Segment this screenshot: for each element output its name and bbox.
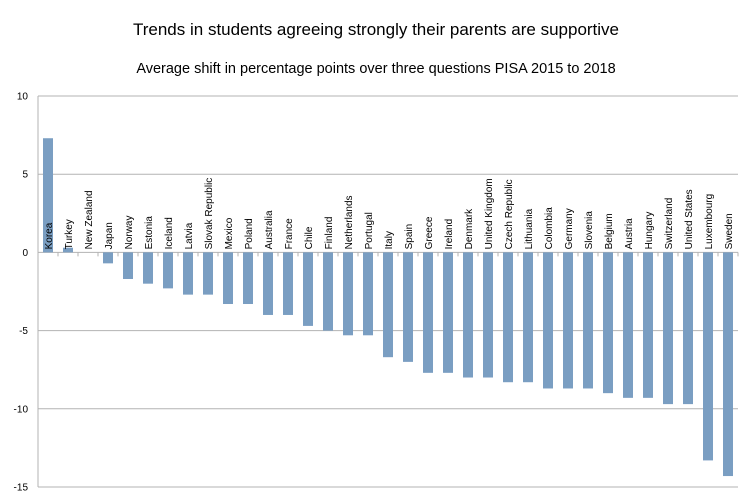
bar: [63, 247, 73, 253]
bar: [723, 252, 733, 477]
category-label: Norway: [124, 215, 135, 249]
bar: [223, 252, 233, 305]
category-label: Finland: [324, 217, 335, 250]
category-label: United Kingdom: [484, 178, 495, 249]
bar: [643, 252, 653, 398]
category-label: New Zealand: [84, 190, 95, 249]
bar: [323, 252, 333, 331]
category-label: Italy: [384, 231, 395, 249]
category-label: Chile: [304, 226, 315, 249]
category-label: Ireland: [444, 219, 455, 250]
bar: [303, 252, 313, 326]
bar: [583, 252, 593, 389]
bar: [683, 252, 693, 405]
bar: [143, 252, 153, 284]
bar: [43, 138, 53, 253]
category-label: Poland: [244, 218, 255, 249]
category-label: Latvia: [184, 222, 195, 249]
bar: [103, 252, 113, 264]
bar: [163, 252, 173, 289]
category-label: Mexico: [224, 217, 235, 249]
category-label: Belgium: [604, 213, 615, 249]
bar: [603, 252, 613, 394]
category-label: Greece: [424, 216, 435, 249]
category-label: Czech Republic: [504, 179, 515, 249]
y-tick-label: 10: [17, 92, 29, 103]
bar: [503, 252, 513, 383]
bar: [443, 252, 453, 373]
chart-subtitle: Average shift in percentage points over …: [136, 61, 616, 77]
bar: [183, 252, 193, 295]
bar: [463, 252, 473, 378]
category-label: Denmark: [464, 208, 475, 250]
bar: [523, 252, 533, 383]
bar: [623, 252, 633, 398]
category-label: Japan: [104, 222, 115, 249]
bar: [563, 252, 573, 389]
category-label: Hungary: [644, 212, 655, 250]
category-label: Portugal: [364, 212, 375, 249]
y-tick-label: 0: [22, 248, 28, 259]
category-label: Australia: [264, 210, 275, 249]
bar: [263, 252, 273, 315]
bar: [283, 252, 293, 315]
bar: [383, 252, 393, 358]
category-label: Estonia: [144, 216, 155, 250]
bar: [403, 252, 413, 362]
bar: [243, 252, 253, 305]
category-label: Austria: [624, 218, 635, 250]
category-label: Netherlands: [344, 195, 355, 249]
bar: [123, 252, 133, 279]
category-label: Slovenia: [584, 211, 595, 250]
bar: [663, 252, 673, 405]
y-tick-label: -15: [14, 483, 29, 494]
category-label: Turkey: [64, 219, 75, 249]
category-label: France: [284, 218, 295, 250]
y-tick-label: 5: [22, 170, 28, 181]
bar: [423, 252, 433, 373]
category-label: Luxembourg: [704, 194, 715, 250]
bar: [203, 252, 213, 295]
bar: [703, 252, 713, 461]
category-label: Iceland: [164, 217, 175, 249]
category-label: Slovak Republic: [204, 178, 215, 250]
y-tick-label: -5: [19, 326, 28, 337]
category-label: Sweden: [724, 213, 735, 249]
category-label: Lithuania: [524, 208, 535, 249]
bar: [343, 252, 353, 336]
category-label: Switzerland: [664, 198, 675, 250]
chart-title: Trends in students agreeing strongly the…: [132, 20, 620, 39]
y-tick-label: -10: [14, 404, 29, 415]
category-label: Spain: [404, 224, 415, 250]
bar: [543, 252, 553, 389]
category-label: Colombia: [544, 207, 555, 250]
bar: [483, 252, 493, 378]
category-label: Korea: [44, 222, 55, 249]
category-label: Germany: [564, 208, 575, 249]
bar: [363, 252, 373, 336]
category-label: United States: [684, 189, 695, 249]
